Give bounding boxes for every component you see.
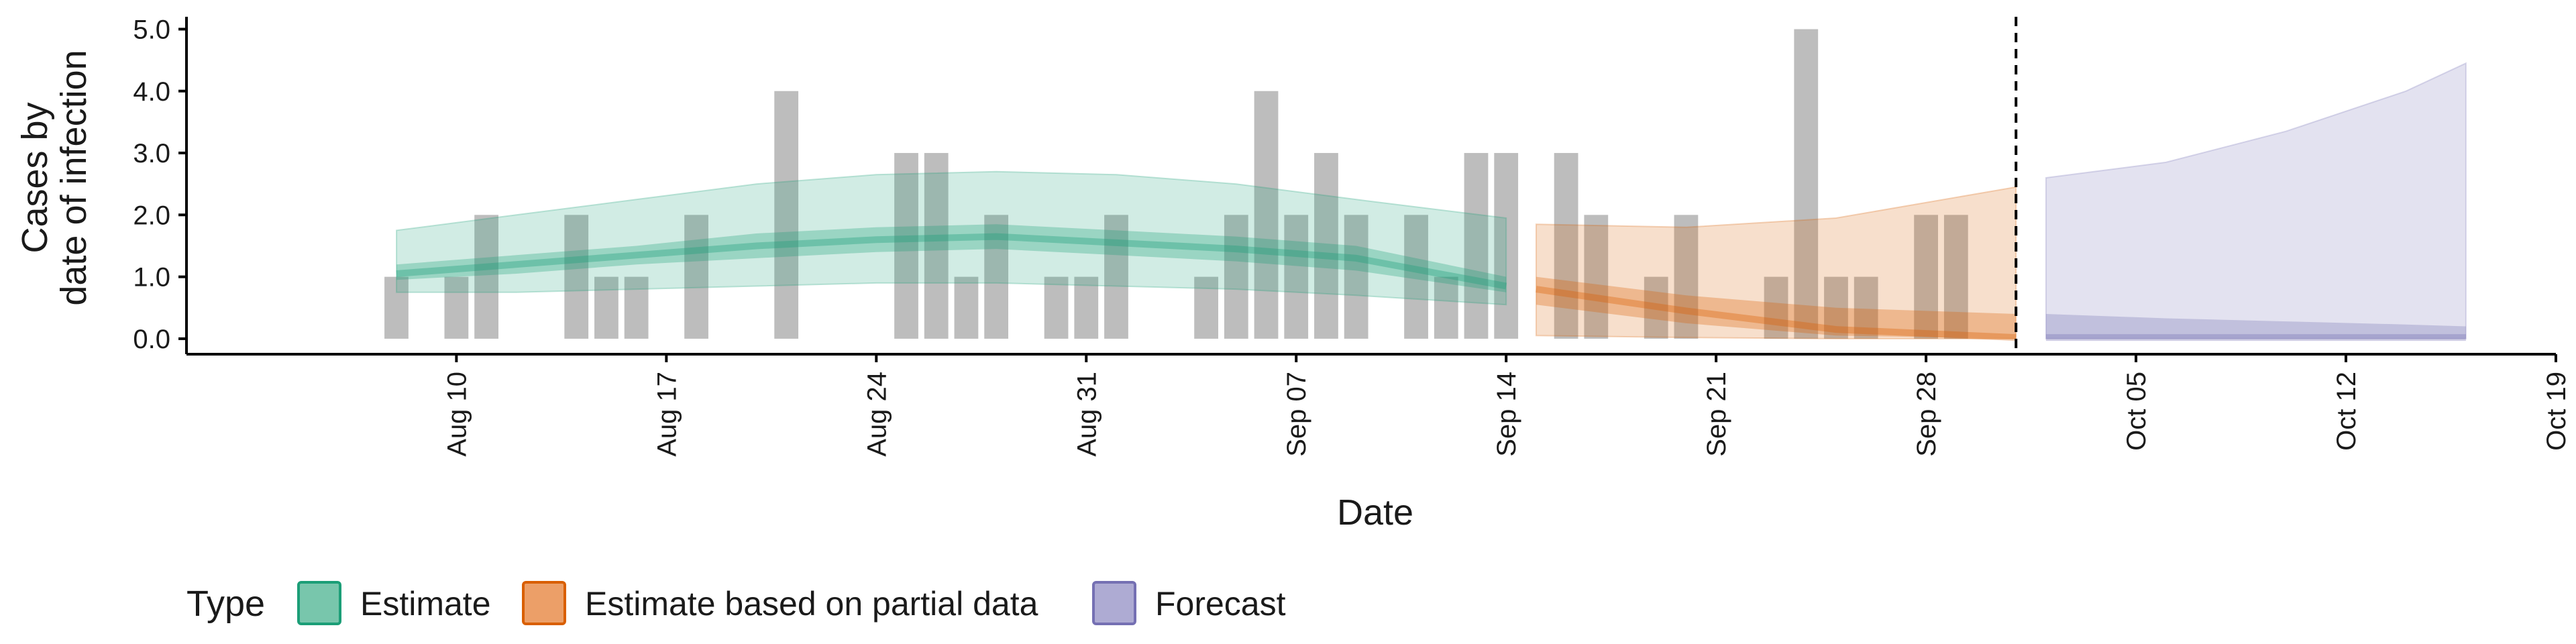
estimate-based-on-partial-data-band-50: [1536, 276, 2017, 339]
case-bar: [384, 276, 409, 339]
case-bar: [984, 215, 1009, 339]
estimate-based-on-partial-data-band-90: [1535, 186, 2017, 339]
case-bar: [1404, 215, 1428, 339]
legend-swatch: [522, 581, 566, 625]
x-tick-label: Aug 24: [862, 372, 892, 457]
x-tick-label: Sep 28: [1912, 372, 1941, 457]
case-bar: [1794, 29, 1819, 339]
x-tick-label: Sep 14: [1492, 372, 1521, 457]
legend-swatch: [297, 581, 341, 625]
legend-item-estimate: Estimate: [297, 581, 491, 625]
case-bar: [1284, 215, 1309, 339]
case-bar: [1074, 276, 1099, 339]
case-bar: [1943, 215, 1968, 339]
y-tick-label: 3.0: [133, 139, 170, 168]
legend-label: Forecast: [1155, 585, 1286, 623]
case-bar: [1584, 215, 1609, 339]
forecast-band-90: [2045, 62, 2467, 339]
y-tick-label: 4.0: [133, 77, 170, 107]
x-tick-label: Sep 21: [1702, 372, 1731, 457]
case-bar: [1644, 276, 1668, 339]
estimate-band-90: [396, 170, 1507, 306]
case-bar: [1554, 153, 1578, 339]
x-tick-label: Oct 05: [2122, 372, 2151, 451]
y-tick-label: 1.0: [133, 263, 170, 292]
case-bar: [1314, 153, 1338, 339]
case-bar: [1764, 276, 1788, 339]
case-bar: [1044, 276, 1069, 339]
legend-item-forecast: Forecast: [1092, 581, 1286, 625]
axes: 0.0 1.0 2.0 3.0 4.0 5.0 Aug 10 Aug 17 Aug 24 Aug …: [133, 15, 2571, 456]
case-bar: [594, 276, 619, 339]
case-bar: [684, 215, 708, 339]
legend-title: Type: [186, 584, 265, 624]
y-tick-label: 2.0: [133, 201, 170, 230]
case-bar: [1464, 153, 1489, 339]
case-bar: [1854, 276, 1878, 339]
estimate-based-on-partial-data-median-line: [1536, 286, 2017, 341]
estimate-median-line: [396, 233, 1507, 290]
x-tick-label: Aug 17: [652, 372, 682, 457]
y-axis-title-line: date of infection: [54, 50, 94, 305]
case-bar: [1494, 153, 1519, 339]
legend-label: Estimate: [360, 585, 491, 623]
y-axis-title-line: Cases by: [15, 102, 55, 253]
case-bar: [924, 153, 949, 339]
x-tick-label: Aug 10: [442, 372, 472, 457]
x-axis-title: Date: [1337, 492, 1413, 533]
x-tick-label: Oct 19: [2542, 372, 2571, 451]
case-bar: [1434, 276, 1458, 339]
observed-cases-bars: [384, 29, 1968, 339]
legend-label: Estimate based on partial data: [585, 585, 1038, 623]
case-bar: [1824, 276, 1848, 339]
case-bar: [1254, 91, 1279, 339]
estimate-bands: [396, 62, 2467, 341]
legend-swatch: [1092, 581, 1136, 625]
case-bar: [894, 153, 918, 339]
case-bar: [774, 91, 799, 339]
case-bar: [1104, 215, 1128, 339]
case-bar: [444, 276, 469, 339]
case-bar: [1914, 215, 1938, 339]
legend-item-estimate-based-on-partial-data: Estimate based on partial data: [522, 581, 1038, 625]
x-tick-label: Sep 07: [1282, 372, 1311, 457]
x-tick-label: Oct 12: [2332, 372, 2361, 451]
case-bar: [624, 276, 649, 339]
y-tick-label: 0.0: [133, 325, 170, 354]
x-tick-label: Aug 31: [1072, 372, 1102, 457]
legend: Type Estimate Estimate based on partial da…: [186, 581, 1286, 625]
y-tick-label: 5.0: [133, 15, 170, 44]
case-bar: [1674, 215, 1699, 339]
estimate-band-50: [396, 224, 1507, 292]
forecast-band-50: [2045, 314, 2466, 339]
case-bar: [564, 215, 589, 339]
case-bar: [1194, 276, 1218, 339]
case-bar: [1224, 215, 1248, 339]
case-bar: [474, 215, 498, 339]
case-bar: [954, 276, 979, 339]
case-bar: [1344, 215, 1368, 339]
